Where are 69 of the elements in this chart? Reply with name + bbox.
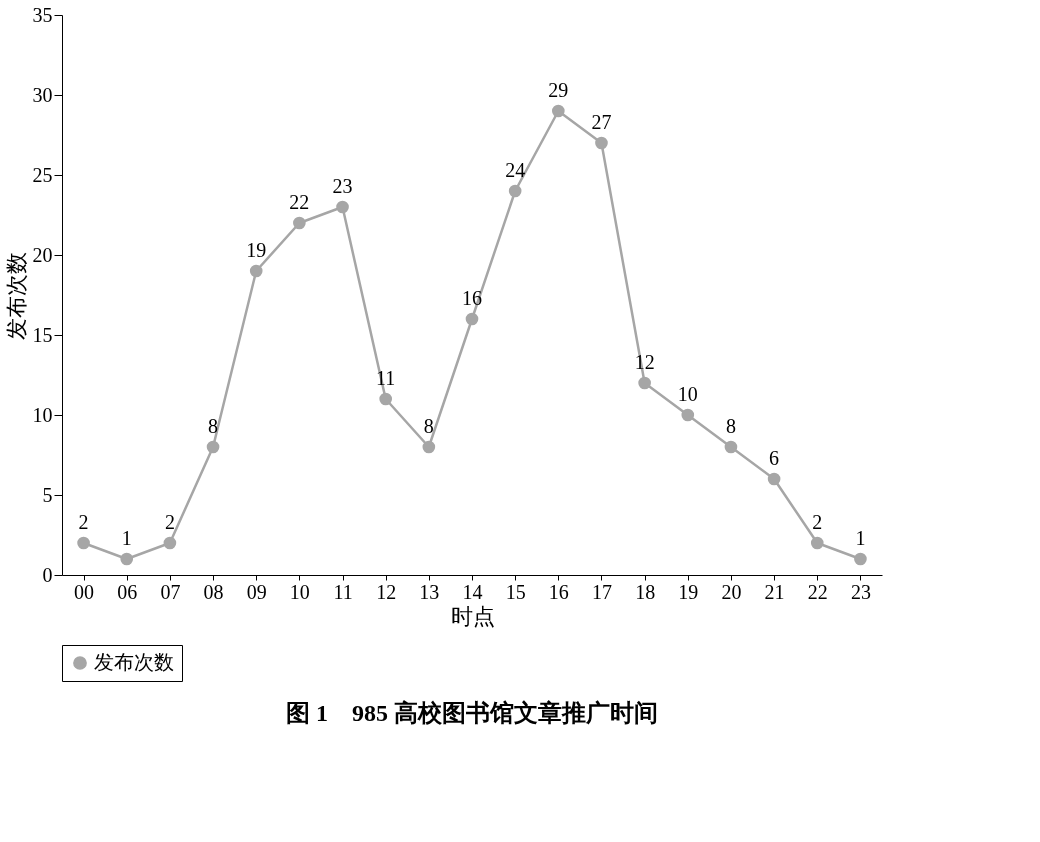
y-tick-label: 30 — [32, 83, 53, 106]
y-tick-label: 35 — [32, 3, 53, 26]
x-tick-label: 13 — [419, 580, 440, 603]
y-tick-label: 15 — [32, 323, 53, 346]
point — [465, 312, 479, 326]
y-tick-label: 20 — [32, 243, 53, 266]
point — [120, 552, 134, 566]
y-tick-label: 0 — [42, 563, 53, 586]
data-label: 27 — [591, 111, 612, 133]
data-label: 8 — [423, 415, 434, 437]
point — [508, 184, 522, 198]
text: 图 1 985 高校图书馆文章推广时间 — [286, 698, 658, 726]
x-tick-label: 22 — [807, 580, 828, 603]
point — [422, 440, 436, 454]
data-label: 24 — [505, 159, 526, 181]
x-tick-label: 11 — [333, 580, 353, 603]
point — [163, 536, 177, 550]
x-tick-label: 16 — [548, 580, 569, 603]
legend-label: 发布次数 — [94, 651, 174, 673]
x-tick-label: 00 — [74, 580, 95, 603]
y-tick-label: 25 — [32, 163, 53, 186]
x-tick-label: 10 — [289, 580, 310, 603]
data-label: 1 — [121, 527, 132, 549]
x-tick-label: 14 — [462, 580, 483, 603]
x-axis-title: 时点 — [450, 603, 495, 629]
x-tick-label: 09 — [246, 580, 267, 603]
y-tick-label: 5 — [42, 483, 53, 506]
x-tick-label: 18 — [635, 580, 656, 603]
data-label: 6 — [769, 447, 780, 469]
data-label: 29 — [548, 79, 569, 101]
point — [379, 392, 393, 406]
data-label: 19 — [246, 239, 267, 261]
data-label: 10 — [677, 383, 698, 405]
point — [724, 440, 738, 454]
x-tick-label: 12 — [376, 580, 397, 603]
point — [681, 408, 695, 422]
x-tick-label: 15 — [505, 580, 526, 603]
x-tick-label: 19 — [678, 580, 699, 603]
data-label: 1 — [855, 527, 866, 549]
data-label: 11 — [376, 367, 396, 389]
data-label: 22 — [289, 191, 310, 213]
x-tick-label: 23 — [850, 580, 871, 603]
x-tick-label: 08 — [203, 580, 224, 603]
point — [551, 104, 565, 118]
data-label: 8 — [208, 415, 219, 437]
point — [249, 264, 263, 278]
point — [810, 536, 824, 550]
point — [293, 216, 306, 230]
point — [638, 376, 651, 390]
x-tick-label: 07 — [160, 580, 181, 603]
data-label: 2 — [812, 511, 823, 533]
point — [854, 552, 867, 566]
data-label: 12 — [634, 351, 655, 373]
x-tick-label: 20 — [721, 580, 742, 603]
x-tick-label: 21 — [764, 580, 785, 603]
x-tick-label: 17 — [591, 580, 612, 603]
point — [206, 440, 220, 454]
point — [767, 472, 781, 486]
data-label: 23 — [332, 175, 353, 197]
data-label: 16 — [462, 287, 482, 309]
y-tick-label: 10 — [32, 403, 53, 426]
data-label: 8 — [725, 415, 736, 437]
point — [77, 536, 90, 550]
point — [595, 136, 608, 150]
y-axis-title: 发布次数 — [3, 251, 29, 340]
data-label: 2 — [78, 511, 89, 533]
x-tick-label: 06 — [117, 580, 138, 603]
data-label: 2 — [164, 511, 175, 533]
point — [336, 200, 349, 214]
